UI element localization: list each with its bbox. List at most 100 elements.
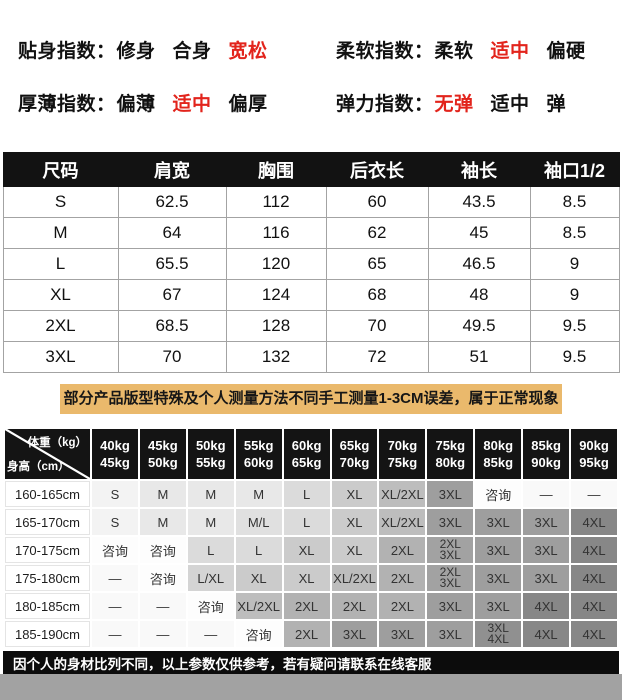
size-table-header-cell: 胸围 bbox=[225, 152, 327, 187]
matrix-height-label: 180-185cm bbox=[5, 593, 90, 619]
bottom-strip bbox=[0, 674, 622, 700]
weight-range-top: 90kg bbox=[579, 438, 609, 453]
index-option: 偏厚 bbox=[228, 94, 268, 115]
size-table-row: 3XL 70 132 72 51 9.5 bbox=[2, 341, 620, 373]
matrix-height-label: 170-175cm bbox=[5, 537, 90, 563]
size-table-cell: 9 bbox=[529, 279, 620, 311]
matrix-cell: — bbox=[92, 621, 138, 647]
matrix-cell-line: 3XL bbox=[439, 576, 461, 590]
size-table-cell: 112 bbox=[225, 186, 327, 218]
matrix-cell: — bbox=[92, 565, 138, 591]
fit-index-item: 柔软指数：柔软 适中 偏硬 bbox=[336, 36, 616, 63]
matrix-cell: L bbox=[283, 509, 330, 535]
matrix-cell: 3XL bbox=[475, 593, 522, 619]
matrix-weight-header: 45kg 50kg bbox=[139, 429, 186, 479]
matrix-cell: 3XL bbox=[523, 509, 570, 535]
size-matrix: 体重（kg） 身高（cm） 40kg 45kg 45kg 50kg 50kg 55kg 55… bbox=[3, 427, 619, 649]
size-table-header-cell: 袖口1/2 bbox=[529, 152, 620, 187]
size-table-cell: 60 bbox=[325, 186, 429, 218]
size-table-cell: 8.5 bbox=[529, 217, 620, 249]
matrix-cell: L bbox=[187, 537, 234, 563]
matrix-cell-line: 4XL bbox=[487, 632, 509, 646]
matrix-weight-header: 65kg 70kg bbox=[331, 429, 378, 479]
weight-range-top: 75kg bbox=[435, 438, 466, 453]
matrix-cell: 3XL bbox=[427, 621, 474, 647]
matrix-cell: 3XL bbox=[475, 509, 522, 535]
weight-range-bottom: 65kg bbox=[291, 455, 322, 470]
matrix-height-label: 165-170cm bbox=[5, 509, 90, 535]
matrix-cell: 3XL bbox=[475, 565, 522, 591]
matrix-cell: 2XL bbox=[283, 593, 330, 619]
index-option: 弹 bbox=[546, 94, 567, 115]
matrix-cell: 3XL 4XL bbox=[475, 621, 522, 647]
matrix-cell: XL/2XL bbox=[331, 565, 378, 591]
matrix-cell: 咨询 bbox=[235, 621, 282, 647]
matrix-cell: 4XL bbox=[571, 593, 617, 619]
size-table-header-cell: 袖长 bbox=[427, 152, 531, 187]
size-table-cell: M bbox=[2, 217, 119, 249]
matrix-cell: M bbox=[187, 509, 234, 535]
matrix-cell: — bbox=[92, 593, 138, 619]
size-table-row: XL 67 124 68 48 9 bbox=[2, 279, 620, 311]
fit-indices: 贴身指数：修身 合身 宽松 柔软指数：柔软 适中 偏硬 厚薄指数：偏薄 适中 偏厚 弹力指数：无弹… bbox=[0, 0, 622, 116]
matrix-cell: 2XL bbox=[379, 537, 426, 563]
size-table-row: L 65.5 120 65 46.5 9 bbox=[2, 248, 620, 280]
matrix-cell: M bbox=[139, 481, 186, 507]
size-table-cell: 65 bbox=[325, 248, 429, 280]
size-table-header-cell: 肩宽 bbox=[117, 152, 227, 187]
matrix-cell-line: 3XL bbox=[487, 621, 509, 635]
matrix-cell: M/L bbox=[235, 509, 282, 535]
size-table-cell: 70 bbox=[325, 310, 429, 342]
matrix-cell: XL bbox=[235, 565, 282, 591]
matrix-cell: 3XL bbox=[331, 621, 378, 647]
matrix-weight-header: 80kg 85kg bbox=[475, 429, 522, 479]
matrix-cell: 4XL bbox=[571, 537, 617, 563]
matrix-cell: XL bbox=[331, 537, 378, 563]
size-table-cell: 43.5 bbox=[427, 186, 531, 218]
matrix-cell: 3XL bbox=[379, 621, 426, 647]
size-table-header-cell: 后衣长 bbox=[325, 152, 429, 187]
weight-range-bottom: 95kg bbox=[579, 455, 609, 470]
weight-range-top: 85kg bbox=[531, 438, 561, 453]
matrix-cell: — bbox=[187, 621, 234, 647]
matrix-weight-header: 85kg 90kg bbox=[523, 429, 570, 479]
matrix-cell: 3XL bbox=[475, 537, 522, 563]
matrix-cell: 2XL bbox=[283, 621, 330, 647]
matrix-cell: 4XL bbox=[523, 621, 570, 647]
matrix-height-label: 185-190cm bbox=[5, 621, 90, 647]
matrix-height-label: 175-180cm bbox=[5, 565, 90, 591]
size-table-cell: 64 bbox=[117, 217, 227, 249]
matrix-cell: 3XL bbox=[427, 509, 474, 535]
matrix-row: 175-180cm — 咨询 L/XL XL XL XL/2XL 2XL 2XL 3XL 3XL 3X… bbox=[5, 565, 617, 591]
size-table-cell: 72 bbox=[325, 341, 429, 373]
matrix-weight-header: 70kg 75kg bbox=[379, 429, 426, 479]
matrix-cell: — bbox=[571, 481, 617, 507]
index-option: 合身 bbox=[172, 41, 212, 62]
weight-range-bottom: 80kg bbox=[435, 455, 466, 470]
size-table-cell: 128 bbox=[225, 310, 327, 342]
matrix-cell: S bbox=[92, 509, 138, 535]
measurement-note-bar: 部分产品版型特殊及个人测量方法不同手工测量1-3CM误差，属于正常现象 bbox=[60, 384, 562, 414]
index-label: 厚薄指数： bbox=[18, 94, 116, 115]
size-table-row: M 64 116 62 45 8.5 bbox=[2, 217, 620, 249]
matrix-cell: XL bbox=[331, 509, 378, 535]
weight-range-bottom: 70kg bbox=[339, 455, 370, 470]
matrix-cell: L bbox=[283, 481, 330, 507]
size-table-cell: 70 bbox=[117, 341, 227, 373]
matrix-cell: 咨询 bbox=[187, 593, 234, 619]
index-option: 偏薄 bbox=[116, 94, 156, 115]
size-table-cell: 9.5 bbox=[529, 341, 620, 373]
matrix-cell: 3XL bbox=[427, 481, 474, 507]
index-option: 适中 bbox=[490, 41, 530, 62]
size-table-cell: S bbox=[2, 186, 119, 218]
matrix-cell: 4XL bbox=[571, 565, 617, 591]
matrix-height-label: 160-165cm bbox=[5, 481, 90, 507]
size-table-cell: 51 bbox=[427, 341, 531, 373]
matrix-corner-cell: 体重（kg） 身高（cm） bbox=[5, 429, 90, 479]
matrix-cell: M bbox=[187, 481, 234, 507]
weight-range-bottom: 90kg bbox=[531, 455, 561, 470]
size-table-row: S 62.5 112 60 43.5 8.5 bbox=[2, 186, 620, 218]
matrix-cell: — bbox=[523, 481, 570, 507]
height-cm-label: 身高（cm） bbox=[7, 461, 70, 473]
weight-range-bottom: 45kg bbox=[100, 455, 130, 470]
